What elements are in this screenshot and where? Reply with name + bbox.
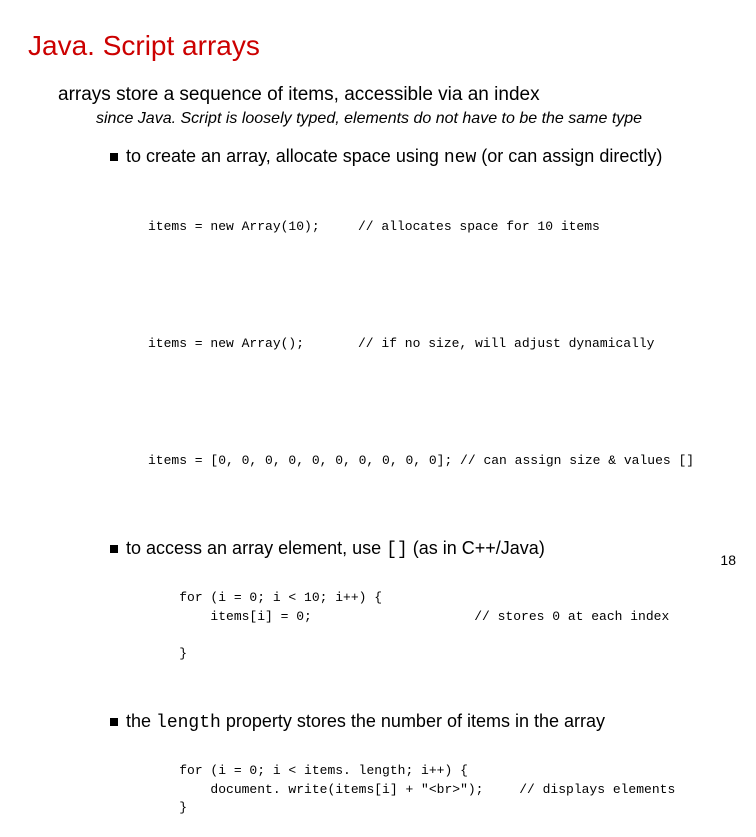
bullet2-post: (as in C++/Java)	[408, 538, 545, 558]
code-block-access: for (i = 0; i < 10; i++) { items[i] = 0;…	[148, 570, 728, 683]
bullet-length-property: the length property stores the number of…	[110, 711, 728, 733]
bullet3-pre: the	[126, 711, 156, 731]
bullet-square-icon	[110, 718, 118, 726]
code-block-length: for (i = 0; i < items. length; i++) { do…	[148, 743, 728, 837]
code3-l3: }	[179, 800, 187, 815]
page-number: 18	[720, 552, 736, 568]
intro-text: arrays store a sequence of items, access…	[58, 84, 728, 106]
subintro-text: since Java. Script is loosely typed, ele…	[96, 110, 728, 128]
bullet1-code: new	[444, 148, 476, 168]
code1-l2a: items = new Array();	[148, 334, 358, 354]
code2-l2a: items[i] = 0;	[179, 608, 474, 627]
code1-l3: items = [0, 0, 0, 0, 0, 0, 0, 0, 0, 0]; …	[148, 451, 728, 471]
code2-l2b: // stores 0 at each index	[474, 609, 669, 624]
code3-l2a: document. write(items[i] + "<br>");	[179, 781, 519, 800]
bullet-square-icon	[110, 153, 118, 161]
code3-l2b: // displays elements	[519, 782, 675, 797]
bullet1-post: (or can assign directly)	[476, 146, 662, 166]
bullet1-pre: to create an array, allocate space using	[126, 146, 444, 166]
code3-l1: for (i = 0; i < items. length; i++) {	[179, 763, 468, 778]
code2-l1: for (i = 0; i < 10; i++) {	[179, 590, 382, 605]
bullet3-post: property stores the number of items in t…	[221, 711, 605, 731]
code1-l1a: items = new Array(10);	[148, 217, 358, 237]
slide-title: Java. Script arrays	[28, 30, 728, 62]
bullet-access-element: to access an array element, use [] (as i…	[110, 538, 728, 560]
code-block-create: items = new Array(10);// allocates space…	[148, 178, 728, 510]
bullet2-code: []	[386, 540, 408, 560]
bullet-square-icon	[110, 545, 118, 553]
code1-l2b: // if no size, will adjust dynamically	[358, 336, 654, 351]
bullet-create-array: to create an array, allocate space using…	[110, 146, 728, 168]
code1-l1b: // allocates space for 10 items	[358, 219, 600, 234]
bullet2-pre: to access an array element, use	[126, 538, 386, 558]
code2-l4: }	[179, 646, 187, 661]
bullet3-code: length	[156, 713, 221, 733]
slide-content: Java. Script arrays arrays store a seque…	[0, 0, 756, 837]
